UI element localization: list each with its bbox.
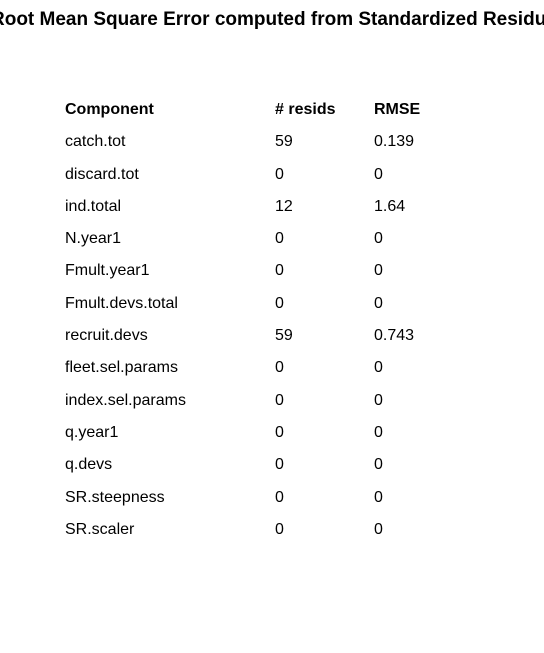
resids-cell: 0 xyxy=(275,230,284,248)
table-row: Fmult.year1 0 0 xyxy=(0,260,544,292)
page-title: Root Mean Square Error computed from Sta… xyxy=(0,9,544,30)
resids-cell: 0 xyxy=(275,488,284,506)
component-cell: catch.tot xyxy=(65,133,126,151)
component-cell: recruit.devs xyxy=(65,327,148,345)
resids-cell: 0 xyxy=(275,423,284,441)
table-row: index.sel.params 0 0 xyxy=(0,390,544,422)
rmse-table: Component # resids RMSE catch.tot 59 0.1… xyxy=(0,99,544,551)
table-row: N.year1 0 0 xyxy=(0,228,544,260)
component-cell: N.year1 xyxy=(65,230,122,248)
component-cell: Fmult.devs.total xyxy=(65,294,178,312)
rmse-cell: 0.139 xyxy=(374,133,415,151)
header-rmse: RMSE xyxy=(374,101,421,118)
rmse-cell: 0 xyxy=(374,294,383,312)
resids-cell: 59 xyxy=(275,327,293,345)
resids-cell: 0 xyxy=(275,294,284,312)
component-cell: SR.steepness xyxy=(65,488,165,506)
component-cell: q.devs xyxy=(65,456,113,474)
resids-cell: 12 xyxy=(275,197,293,215)
component-cell: SR.scaler xyxy=(65,520,135,538)
table-row: q.devs 0 0 xyxy=(0,454,544,486)
table-row: recruit.devs 59 0.743 xyxy=(0,325,544,357)
rmse-cell: 0 xyxy=(374,391,383,409)
header-component: Component xyxy=(65,101,154,118)
rmse-cell: 0 xyxy=(374,520,383,538)
resids-cell: 0 xyxy=(275,520,284,538)
component-cell: ind.total xyxy=(65,197,122,215)
resids-cell: 0 xyxy=(275,391,284,409)
component-cell: discard.tot xyxy=(65,165,139,183)
header-resids: # resids xyxy=(275,101,336,118)
table-row: fleet.sel.params 0 0 xyxy=(0,357,544,389)
rmse-cell: 1.64 xyxy=(374,197,406,215)
table-row: catch.tot 59 0.139 xyxy=(0,131,544,163)
component-cell: fleet.sel.params xyxy=(65,359,178,377)
table-row: q.year1 0 0 xyxy=(0,422,544,454)
resids-cell: 0 xyxy=(275,165,284,183)
component-cell: index.sel.params xyxy=(65,391,186,409)
table-row: discard.tot 0 0 xyxy=(0,164,544,196)
rmse-cell: 0 xyxy=(374,262,383,280)
table-row: SR.steepness 0 0 xyxy=(0,487,544,519)
rmse-cell: 0 xyxy=(374,488,383,506)
rmse-cell: 0 xyxy=(374,359,383,377)
rmse-cell: 0 xyxy=(374,165,383,183)
resids-cell: 0 xyxy=(275,359,284,377)
resids-cell: 0 xyxy=(275,456,284,474)
rmse-cell: 0 xyxy=(374,230,383,248)
table-row: Fmult.devs.total 0 0 xyxy=(0,293,544,325)
rmse-cell: 0 xyxy=(374,423,383,441)
resids-cell: 0 xyxy=(275,262,284,280)
rmse-cell: 0 xyxy=(374,456,383,474)
table-row: SR.scaler 0 0 xyxy=(0,519,544,551)
resids-cell: 59 xyxy=(275,133,293,151)
rmse-cell: 0.743 xyxy=(374,327,415,345)
table-row: ind.total 12 1.64 xyxy=(0,196,544,228)
component-cell: q.year1 xyxy=(65,423,119,441)
component-cell: Fmult.year1 xyxy=(65,262,150,280)
table-header-row: Component # resids RMSE xyxy=(0,99,544,131)
